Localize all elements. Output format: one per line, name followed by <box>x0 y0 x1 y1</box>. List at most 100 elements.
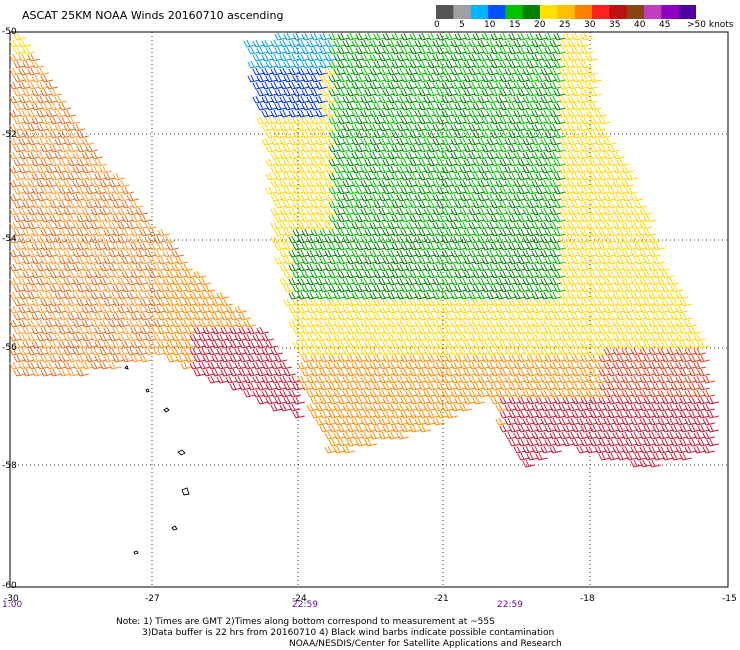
wind-barb <box>382 144 395 153</box>
wind-barb <box>531 137 544 146</box>
wind-barb <box>382 382 395 391</box>
island-outline <box>133 550 139 555</box>
wind-barb <box>360 67 373 76</box>
wind-barb <box>301 340 314 349</box>
wind-barb <box>418 102 431 111</box>
wind-barb <box>211 340 224 349</box>
wind-barb <box>558 165 571 174</box>
wind-barb <box>432 123 445 132</box>
wind-barb <box>108 207 121 216</box>
wind-barb <box>274 32 287 41</box>
wind-barb <box>274 46 287 55</box>
wind-barb <box>571 60 584 69</box>
wind-barb <box>369 207 382 216</box>
wind-barb <box>639 277 652 286</box>
wind-barb <box>549 347 562 356</box>
wind-barb <box>553 270 566 279</box>
wind-barb <box>279 235 292 244</box>
wind-barb <box>625 242 638 251</box>
wind-barb <box>594 431 607 440</box>
wind-barb <box>40 326 53 335</box>
wind-barb <box>571 116 584 125</box>
wind-barb <box>432 333 445 342</box>
wind-barb <box>531 389 544 398</box>
wind-barb <box>517 74 530 83</box>
wind-barb <box>67 172 80 181</box>
wind-barb <box>553 46 566 55</box>
wind-barb <box>315 361 328 370</box>
wind-barb <box>328 298 341 307</box>
wind-barb <box>400 410 413 419</box>
wind-barb <box>468 291 481 300</box>
wind-barb <box>387 221 400 230</box>
wind-barb <box>612 179 625 188</box>
wind-barb <box>414 235 427 244</box>
colorbar-cell <box>470 5 489 19</box>
wind-barb <box>36 249 49 258</box>
wind-barb <box>549 81 562 90</box>
wind-barb <box>297 361 310 370</box>
wind-barb <box>436 326 449 335</box>
wind-barb <box>306 53 319 62</box>
wind-speed-colorbar <box>436 5 696 19</box>
wind-barb <box>13 186 26 195</box>
wind-barb <box>99 263 112 272</box>
wind-barb <box>405 375 418 384</box>
wind-barb <box>414 389 427 398</box>
wind-barb <box>292 270 305 279</box>
wind-barb <box>36 165 49 174</box>
wind-barb <box>396 249 409 258</box>
wind-barb <box>553 368 566 377</box>
wind-barb <box>315 249 328 258</box>
wind-barb <box>567 193 580 202</box>
wind-barb <box>472 74 485 83</box>
wind-barb <box>360 39 373 48</box>
wind-barb <box>130 354 143 363</box>
wind-barb <box>144 291 157 300</box>
wind-barb <box>571 382 584 391</box>
wind-barb <box>288 221 301 230</box>
wind-barb <box>580 382 593 391</box>
wind-barb <box>508 326 521 335</box>
wind-barb <box>540 277 553 286</box>
wind-barb <box>472 284 485 293</box>
wind-barb <box>490 284 503 293</box>
wind-barb <box>355 186 368 195</box>
wind-barb <box>72 151 85 160</box>
wind-barb <box>90 291 103 300</box>
wind-barb <box>490 60 503 69</box>
wind-barb <box>526 200 539 209</box>
wind-barb <box>558 249 571 258</box>
wind-barb <box>612 207 625 216</box>
wind-barb <box>540 347 553 356</box>
wind-barb <box>549 207 562 216</box>
wind-barb <box>535 228 548 237</box>
wind-barb <box>535 130 548 139</box>
wind-barb <box>454 354 467 363</box>
wind-barb <box>445 144 458 153</box>
wind-barb <box>256 354 269 363</box>
wind-barb <box>441 389 454 398</box>
wind-barb <box>450 221 463 230</box>
wind-barb <box>364 116 377 125</box>
wind-barb <box>301 228 314 237</box>
wind-barb <box>585 179 598 188</box>
wind-barb <box>234 361 247 370</box>
wind-barb <box>27 207 40 216</box>
wind-barb <box>360 291 373 300</box>
wind-barb <box>58 284 71 293</box>
wind-barb <box>544 172 557 181</box>
wind-barb <box>27 151 40 160</box>
wind-barb <box>459 137 472 146</box>
wind-barb <box>616 270 629 279</box>
wind-barb <box>301 200 314 209</box>
wind-barb <box>522 333 535 342</box>
wind-barb <box>81 263 94 272</box>
wind-barb <box>553 32 566 41</box>
wind-barb <box>436 158 449 167</box>
wind-barb <box>427 60 440 69</box>
wind-barb <box>49 354 62 363</box>
wind-barb <box>571 340 584 349</box>
wind-barb <box>58 242 71 251</box>
wind-barb <box>436 242 449 251</box>
